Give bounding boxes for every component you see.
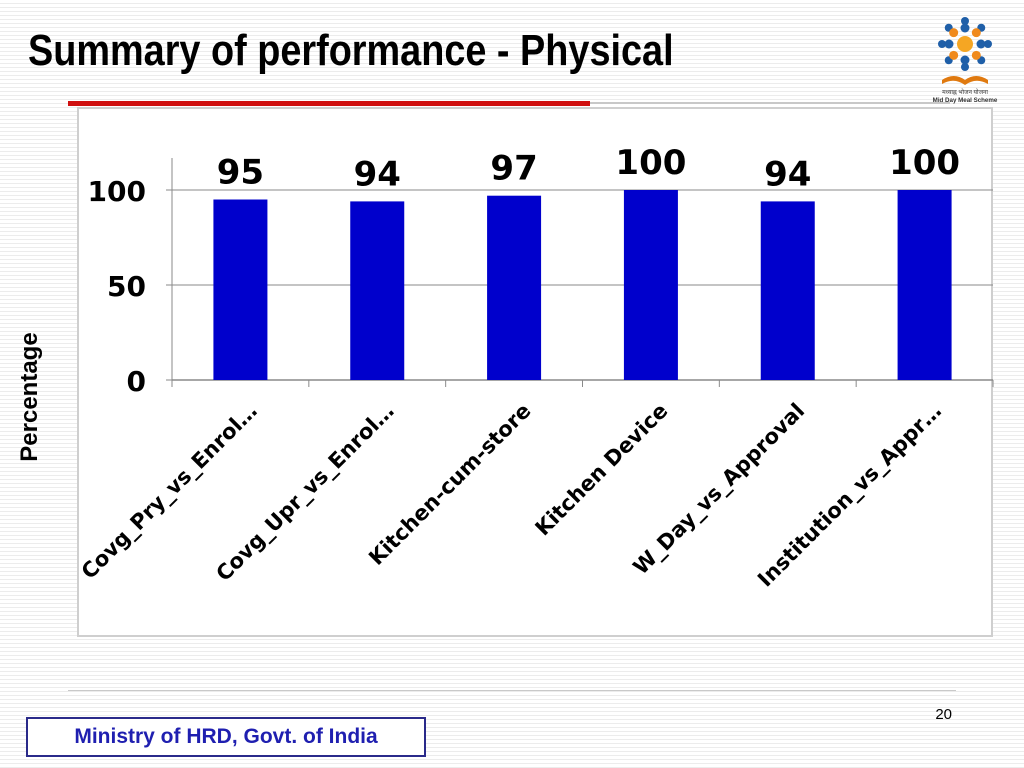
logo-figure-body [976,39,986,49]
logo-figure-body [960,55,970,65]
bar [350,201,405,380]
logo-figure-body [949,28,959,38]
bar [623,190,678,380]
y-tick-label: 0 [127,365,146,398]
mid-day-meal-logo: मध्याह्न भोजन योजना Mid Day Meal Scheme [928,14,1002,106]
x-tick-label: Kitchen Device [531,399,673,541]
ministry-footer: Ministry of HRD, Govt. of India [26,717,426,757]
logo-figure-body [949,50,959,60]
mid-day-meal-logo-icon: मध्याह्न भोजन योजना Mid Day Meal Scheme [933,17,998,104]
bars [213,190,952,380]
logo-figure-body [971,50,981,60]
logo-figure-body [971,28,981,38]
data-labels: 95 94 97 100 94 100 [217,143,960,194]
logo-figure-head [961,63,969,71]
logo-figure-body [960,23,970,33]
grid-lines [172,189,993,286]
bar-value-label: 94 [354,154,401,194]
logo-figure-head [984,40,992,48]
logo-caption-english: Mid Day Meal Scheme [933,97,998,104]
bar [213,199,268,380]
bar-value-label: 100 [615,143,686,183]
bar [897,190,952,380]
bar-value-label: 94 [764,154,811,194]
bar [487,195,542,380]
y-tick-label: 100 [88,175,146,208]
axes [166,158,994,387]
bar-value-label: 97 [490,149,537,189]
page-number: 20 [935,706,952,723]
footer-divider [68,690,956,691]
bar-value-label: 100 [889,143,960,183]
title-underline-grey [590,102,950,104]
y-tick-label: 50 [107,270,146,303]
slide-title: Summary of performance - Physical [28,26,674,75]
bar-value-label: 95 [217,153,264,193]
y-tick-labels: 0 50 100 [88,175,146,398]
bar [760,201,815,380]
logo-figure-body [944,39,954,49]
logo-caption-hindi: मध्याह्न भोजन योजना [942,88,988,96]
logo-figure-head [938,40,946,48]
y-axis-title: Percentage [16,332,43,462]
title-underline-red [68,101,590,106]
logo-figure-head [961,17,969,25]
x-tick-labels: Covg_Pry_vs_Enrol…Covg_Upr_vs_Enrol…Kitc… [77,399,946,592]
